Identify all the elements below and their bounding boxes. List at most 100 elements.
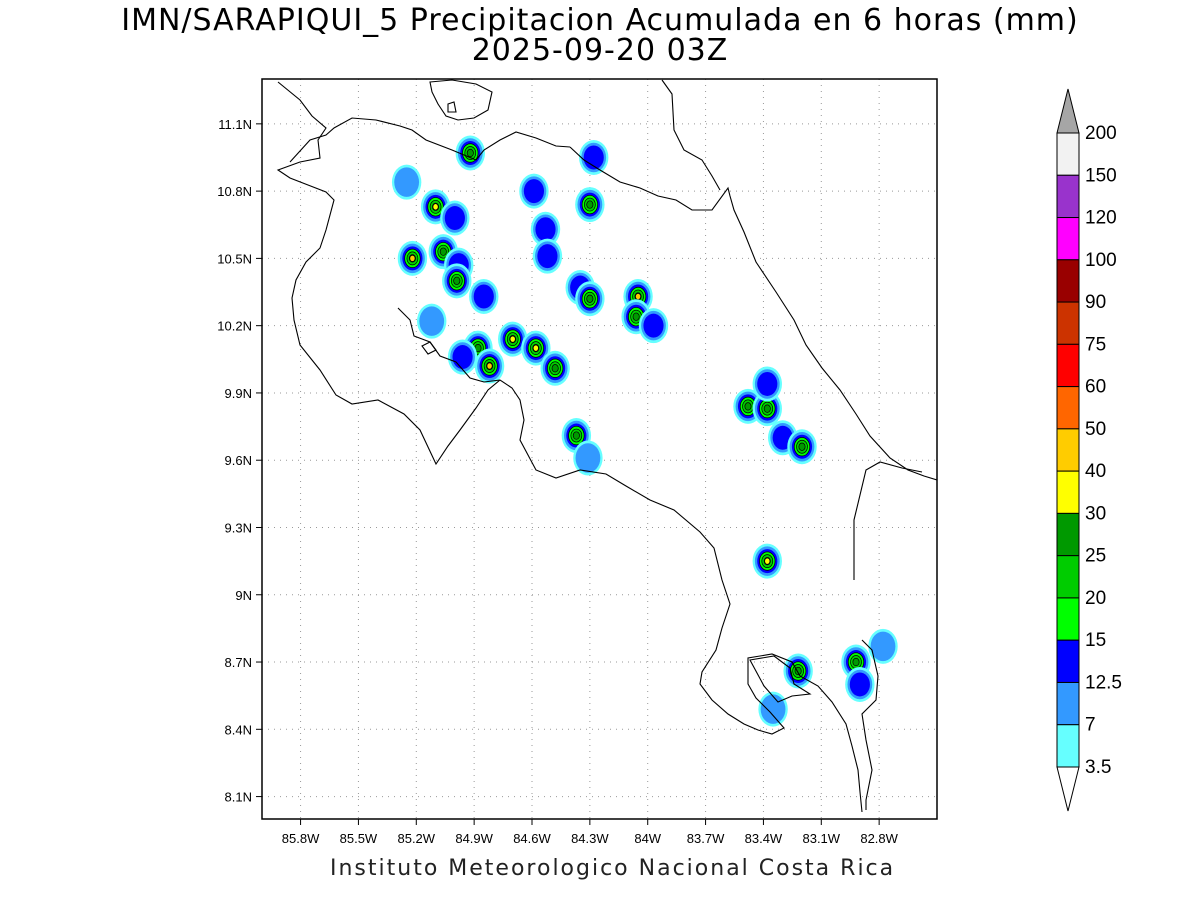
colorbar-over-arrow xyxy=(1056,88,1080,134)
map-frame xyxy=(261,78,938,820)
colorbar-swatch xyxy=(1056,386,1080,430)
lat-tick-label: 10.2N xyxy=(217,319,252,334)
precip-cell xyxy=(787,429,817,465)
precip-cell xyxy=(521,330,551,366)
precip-cell xyxy=(391,164,422,200)
footer-credit: Instituto Meteorologico Nacional Costa R… xyxy=(330,856,896,881)
lon-tick-label: 82.8W xyxy=(860,831,898,846)
precip-cell xyxy=(573,440,603,476)
lat-tick-label: 8.1N xyxy=(225,790,252,805)
precip-contour xyxy=(537,244,558,269)
precip-cell xyxy=(752,391,782,427)
colorbar-label: 25 xyxy=(1085,546,1106,567)
precip-contour xyxy=(439,247,447,256)
precip-cell xyxy=(442,263,472,299)
precip-contour xyxy=(473,284,494,309)
lat-tick-label: 9.3N xyxy=(225,520,252,535)
precip-contour xyxy=(509,335,516,343)
lat-tick-label: 8.7N xyxy=(225,655,252,670)
lat-tick-label: 9N xyxy=(235,588,252,603)
map-subtitle: 2025-09-20 03Z xyxy=(471,33,729,68)
precip-contour xyxy=(523,179,545,204)
precip-contour xyxy=(452,345,473,370)
panama-coast xyxy=(861,639,879,810)
golfito-island xyxy=(421,341,437,355)
lat-tick-label: 10.8N xyxy=(217,184,252,199)
lat-tick-label: 10.5N xyxy=(217,251,252,266)
precip-contour xyxy=(575,443,601,473)
lon-tick-label: 85.5W xyxy=(340,831,378,846)
lon-tick-label: 84W xyxy=(634,831,661,846)
precip-cell xyxy=(783,653,813,689)
lon-tick-label: 84.6W xyxy=(513,831,551,846)
panama-border xyxy=(853,461,923,580)
colorbar: 200 150 120 100 90 75 60 50 40 30 25 20 15 12.5 7 3.5 xyxy=(1056,88,1122,812)
precip-cell xyxy=(530,211,561,247)
map-title: IMN/SARAPIQUI_5 Precipitacion Acumulada … xyxy=(121,3,1079,38)
precip-cell xyxy=(845,666,875,702)
colorbar-label: 3.5 xyxy=(1085,757,1111,778)
precip-contour xyxy=(798,442,806,451)
colorbar-label: 150 xyxy=(1085,165,1117,186)
precip-contour xyxy=(444,206,465,231)
precip-contour xyxy=(535,217,556,242)
colorbar-label: 30 xyxy=(1085,503,1106,524)
colorbar-label: 60 xyxy=(1085,377,1106,398)
colorbar-swatch xyxy=(1056,132,1080,176)
precip-contour xyxy=(764,557,771,565)
lake-island xyxy=(447,101,457,113)
lon-tick-label: 83.4W xyxy=(745,831,783,846)
colorbar-label: 90 xyxy=(1085,292,1106,313)
precip-cell xyxy=(752,543,782,579)
precip-contour xyxy=(643,313,664,338)
precip-contour xyxy=(532,344,539,352)
precip-cell xyxy=(868,628,898,664)
colorbar-label: 120 xyxy=(1085,208,1117,229)
coastline xyxy=(276,79,937,813)
precip-contour xyxy=(419,306,445,336)
colorbar-label: 50 xyxy=(1085,419,1106,440)
colorbar-swatch xyxy=(1056,639,1080,683)
nicaragua-border-north xyxy=(289,117,571,163)
colorbar-swatch xyxy=(1056,555,1080,599)
precip-cell xyxy=(498,321,528,357)
precip-contour xyxy=(486,362,493,370)
precip-contour xyxy=(760,694,786,724)
precip-contour xyxy=(551,364,559,373)
colorbar-swatch xyxy=(1056,597,1080,641)
colorbar-label: 40 xyxy=(1085,461,1106,482)
precip-contour xyxy=(409,254,416,262)
colorbar-swatch xyxy=(1056,217,1080,261)
precip-cell xyxy=(575,187,605,223)
precip-cell xyxy=(638,308,669,344)
precip-contour xyxy=(586,294,594,303)
lon-tick-label: 85.8W xyxy=(282,831,320,846)
precip-cell xyxy=(417,303,447,339)
colorbar-label: 15 xyxy=(1085,630,1106,651)
colorbar-under-arrow xyxy=(1056,766,1080,812)
colorbar-swatch xyxy=(1056,428,1080,472)
precip-contour xyxy=(852,657,860,667)
precip-cell xyxy=(519,173,549,209)
precip-contour xyxy=(432,203,439,211)
precipitation-field xyxy=(391,135,898,727)
precip-contour xyxy=(394,167,420,197)
lake-nicaragua xyxy=(429,79,493,121)
precip-contour xyxy=(572,431,580,440)
lat-tick-label: 9.6N xyxy=(225,453,252,468)
colorbar-label: 7 xyxy=(1085,715,1096,736)
precip-cell xyxy=(579,139,609,175)
precip-contour xyxy=(466,148,474,158)
lon-tick-label: 84.9W xyxy=(455,831,493,846)
precip-cell xyxy=(532,238,563,274)
precip-contour xyxy=(763,404,771,413)
precip-cell xyxy=(397,240,428,276)
lon-tick-label: 83.7W xyxy=(687,831,725,846)
axis-labels: 85.8W 85.5W 85.2W 84.9W 84.6W 84.3W 84W 83.7W 83… xyxy=(217,117,898,846)
lat-tick-label: 11.1N xyxy=(218,117,252,132)
precip-contour xyxy=(757,371,778,396)
precip-contour xyxy=(586,200,594,209)
lat-tick-label: 9.9N xyxy=(225,386,252,401)
precip-contour xyxy=(849,672,870,697)
